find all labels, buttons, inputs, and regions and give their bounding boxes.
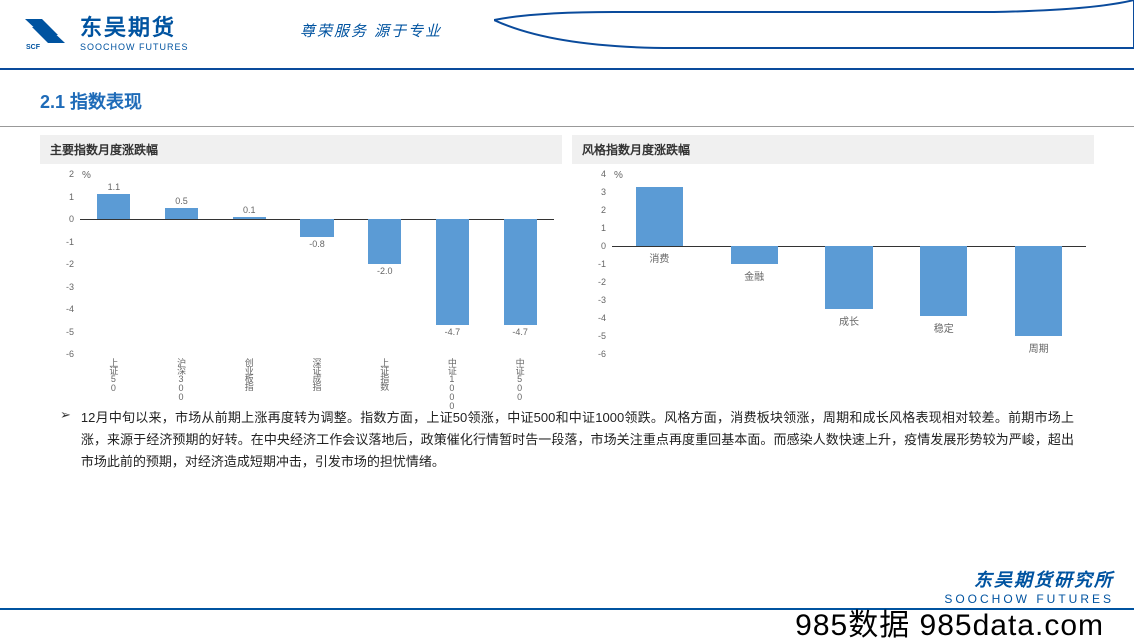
chart1-area: % -6-5-4-3-2-1012 1.1上证500.5沪深3000.1创业板指… bbox=[40, 164, 562, 389]
chart2-title: 风格指数月度涨跌幅 bbox=[572, 135, 1094, 164]
footer-cn: 东吴期货研究所 bbox=[944, 566, 1114, 592]
logo-en: SOOCHOW FUTURES bbox=[80, 42, 189, 52]
y-tick: -4 bbox=[66, 304, 74, 314]
y-tick: 1 bbox=[601, 223, 606, 233]
bullet-block: ➢ 12月中旬以来，市场从前期上涨再度转为调整。指数方面，上证50领涨，中证50… bbox=[0, 389, 1134, 473]
x-label: 成长 bbox=[839, 313, 859, 328]
bar bbox=[368, 219, 401, 264]
section-title: 2.1 指数表现 bbox=[0, 70, 1134, 126]
bar bbox=[97, 194, 130, 219]
x-label: 周期 bbox=[1029, 340, 1049, 355]
x-label: 稳定 bbox=[934, 320, 954, 335]
bar bbox=[920, 246, 967, 316]
y-tick: 0 bbox=[601, 241, 606, 251]
x-label: 金融 bbox=[744, 268, 764, 283]
bar bbox=[436, 219, 469, 325]
y-tick: -5 bbox=[598, 331, 606, 341]
bar-value-label: 1.1 bbox=[108, 182, 121, 192]
y-tick: -6 bbox=[598, 349, 606, 359]
y-tick: -2 bbox=[66, 259, 74, 269]
bar-value-label: -0.8 bbox=[309, 239, 325, 249]
logo-text-block: 东吴期货 SOOCHOW FUTURES bbox=[80, 10, 189, 52]
chart2-plot: 消费金融成长 稳定周期 bbox=[612, 174, 1086, 354]
slogan: 尊荣服务 源于专业 bbox=[300, 20, 442, 41]
chart1-plot: 1.1上证500.5沪深3000.1创业板指-0.8深证成指-2.0上证指数-4… bbox=[80, 174, 554, 354]
y-tick: 2 bbox=[69, 169, 74, 179]
chart1-box: 主要指数月度涨跌幅 % -6-5-4-3-2-1012 1.1上证500.5沪深… bbox=[40, 135, 562, 389]
bullet-body: 12月中旬以来，市场从前期上涨再度转为调整。指数方面，上证50领涨，中证500和… bbox=[81, 407, 1074, 473]
bar bbox=[1015, 246, 1062, 336]
x-label: 消费 bbox=[649, 250, 669, 265]
bar bbox=[300, 219, 333, 237]
bar bbox=[233, 217, 266, 219]
bullet-arrow-icon: ➢ bbox=[60, 407, 71, 473]
y-tick: 0 bbox=[69, 214, 74, 224]
logo-icon: SCF bbox=[20, 11, 70, 51]
y-tick: -2 bbox=[598, 277, 606, 287]
bar-value-label: -2.0 bbox=[377, 266, 393, 276]
y-tick: 3 bbox=[601, 187, 606, 197]
x-label: 创业板指 bbox=[243, 358, 256, 390]
bar bbox=[165, 208, 198, 219]
y-tick: 2 bbox=[601, 205, 606, 215]
y-tick: -4 bbox=[598, 313, 606, 323]
bar-value-label: -4.7 bbox=[512, 327, 528, 337]
charts-row: 主要指数月度涨跌幅 % -6-5-4-3-2-1012 1.1上证500.5沪深… bbox=[0, 135, 1134, 389]
watermark: 985数据 985data.com bbox=[795, 600, 1104, 644]
bar-value-label: -4.7 bbox=[445, 327, 461, 337]
x-label: 沪深300 bbox=[175, 358, 188, 401]
slogan-wrap: 尊荣服务 源于专业 bbox=[300, 20, 442, 41]
y-tick: 1 bbox=[69, 192, 74, 202]
svg-text:SCF: SCF bbox=[26, 44, 41, 51]
y-tick: -1 bbox=[598, 259, 606, 269]
chart2-box: 风格指数月度涨跌幅 % -6-5-4-3-2-101234 消费金融成长稳定周期 bbox=[572, 135, 1094, 389]
bar bbox=[731, 246, 778, 264]
x-label: 深证成指 bbox=[311, 358, 324, 390]
y-tick: -3 bbox=[66, 282, 74, 292]
chart1-title: 主要指数月度涨跌幅 bbox=[40, 135, 562, 164]
x-label: 中证500 bbox=[514, 358, 527, 401]
logo-cn: 东吴期货 bbox=[80, 10, 189, 42]
y-tick: -6 bbox=[66, 349, 74, 359]
banner-curve bbox=[494, 0, 1134, 50]
y-tick: -3 bbox=[598, 295, 606, 305]
bar bbox=[636, 187, 683, 246]
chart2-y-axis: -6-5-4-3-2-101234 bbox=[572, 174, 610, 354]
divider bbox=[0, 126, 1134, 127]
header: SCF 东吴期货 SOOCHOW FUTURES 尊荣服务 源于专业 bbox=[0, 0, 1134, 70]
bar-value-label: 0.5 bbox=[175, 196, 188, 206]
y-tick: 4 bbox=[601, 169, 606, 179]
y-tick: -1 bbox=[66, 237, 74, 247]
y-tick: -5 bbox=[66, 327, 74, 337]
chart2-area: % -6-5-4-3-2-101234 消费金融成长稳定周期 bbox=[572, 164, 1094, 389]
x-label: 中证1000 bbox=[446, 358, 459, 410]
bar bbox=[825, 246, 872, 309]
chart1-y-axis: -6-5-4-3-2-1012 bbox=[40, 174, 78, 354]
x-label: 上证50 bbox=[107, 358, 120, 392]
bar-value-label: 0.1 bbox=[243, 205, 256, 215]
x-label: 上证指数 bbox=[378, 358, 391, 390]
bar bbox=[504, 219, 537, 325]
